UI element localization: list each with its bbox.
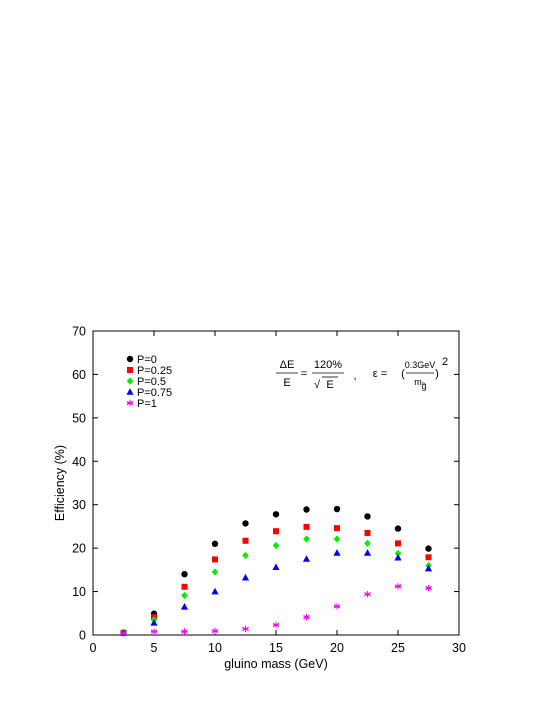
x-tick-label: 0: [90, 641, 97, 655]
data-point: [242, 551, 249, 560]
y-tick-label: 60: [72, 368, 86, 382]
data-point: [211, 587, 219, 595]
data-point: [364, 590, 371, 598]
formula-rhs-numerator: 120%: [314, 359, 342, 371]
data-point: [273, 528, 279, 535]
x-tick-label: 25: [391, 641, 405, 655]
legend-label: P=0.75: [137, 387, 172, 399]
formula-epsilon: ε =: [373, 368, 387, 380]
data-point: [241, 573, 250, 581]
data-point: [181, 583, 188, 590]
data-point: [150, 628, 158, 635]
y-tick-label: 70: [72, 325, 86, 339]
data-point: [242, 520, 249, 527]
axis-tick-labels: 0 5 10 15 20 25 30 0 10 20 30 40 50 60 70: [72, 325, 466, 656]
formula-rhs-denominator: E: [326, 379, 333, 391]
formula-right-paren: ): [435, 368, 439, 380]
data-point: [272, 541, 280, 550]
data-point: [272, 511, 280, 518]
legend-label: P=0.5: [137, 376, 166, 388]
formula-equals: =: [301, 368, 307, 380]
legend-marker: [126, 388, 134, 395]
data-points: [119, 505, 433, 637]
series-p-0-5: [120, 535, 432, 637]
data-point: [302, 555, 311, 562]
data-point: [334, 525, 340, 532]
data-point: [211, 627, 219, 635]
formula-left-paren: (: [401, 368, 405, 380]
data-point: [303, 535, 310, 543]
x-axis-label: gluino mass (GeV): [224, 657, 328, 671]
formula-lhs-denominator: E: [283, 377, 290, 389]
data-point: [211, 568, 219, 576]
y-tick-label: 30: [72, 498, 86, 512]
data-point: [364, 539, 371, 547]
data-point: [333, 505, 341, 513]
data-point: [272, 563, 280, 571]
data-point: [394, 553, 402, 561]
series-p-0-25: [120, 523, 432, 636]
legend-marker: [127, 367, 133, 373]
data-point: [394, 525, 402, 532]
data-point: [211, 540, 219, 547]
data-point: [424, 564, 433, 572]
y-tick-label: 20: [72, 542, 86, 556]
legend-label: P=0: [137, 354, 157, 366]
axis-ticks: [92, 330, 460, 636]
x-tick-label: 20: [330, 641, 344, 655]
data-point: [364, 513, 371, 520]
data-point: [303, 523, 310, 530]
data-point: [425, 554, 432, 561]
data-point: [242, 537, 249, 544]
formula-eps-denominator: m: [414, 377, 422, 387]
y-tick-label: 0: [79, 629, 86, 643]
data-point: [363, 549, 372, 556]
formula-separator: ,: [353, 370, 356, 382]
data-point: [394, 583, 402, 590]
series-p-1: [120, 583, 432, 637]
data-point: [425, 584, 432, 592]
y-tick-label: 10: [72, 585, 86, 599]
data-point: [212, 556, 218, 563]
formula-eps-numerator: 0.3GeV: [405, 360, 436, 370]
data-point: [394, 549, 402, 557]
legend-marker: [126, 355, 134, 363]
formula-power: 2: [442, 356, 448, 368]
x-tick-label: 5: [151, 641, 158, 655]
data-point: [180, 602, 189, 610]
legend-label: P=0.25: [137, 365, 172, 377]
data-point: [150, 619, 158, 626]
legend-marker: [126, 399, 134, 407]
data-point: [425, 545, 432, 552]
x-tick-label: 15: [269, 641, 283, 655]
x-tick-label: 30: [452, 641, 466, 655]
y-tick-label: 40: [72, 455, 86, 469]
data-point: [272, 621, 280, 629]
formula-lhs-numerator: ΔE: [280, 359, 295, 371]
y-axis-label: Efficiency (%): [53, 445, 67, 521]
legend-marker: [126, 377, 134, 385]
series-p-0: [120, 505, 432, 637]
data-point: [120, 630, 127, 637]
y-tick-label: 50: [72, 411, 86, 425]
data-point: [333, 603, 341, 610]
data-point: [181, 628, 188, 635]
data-point: [242, 625, 249, 633]
data-point: [333, 535, 341, 543]
legend: P=0P=0.25P=0.5P=0.75P=1: [126, 354, 172, 410]
data-point: [181, 571, 188, 578]
formula-sqrt-symbol: √: [314, 379, 321, 391]
legend-label: P=1: [137, 398, 157, 410]
x-tick-label: 10: [208, 641, 222, 655]
data-point: [395, 540, 401, 547]
resolution-formula: ΔE E = 120% √ E , ε = ( 0.3GeV m g̃ ) 2: [276, 356, 448, 391]
data-point: [181, 591, 188, 600]
data-point: [303, 613, 310, 621]
formula-eps-denominator-subscript: g̃: [421, 381, 426, 391]
data-point: [364, 529, 371, 536]
data-point: [303, 506, 310, 513]
data-point: [333, 549, 341, 556]
